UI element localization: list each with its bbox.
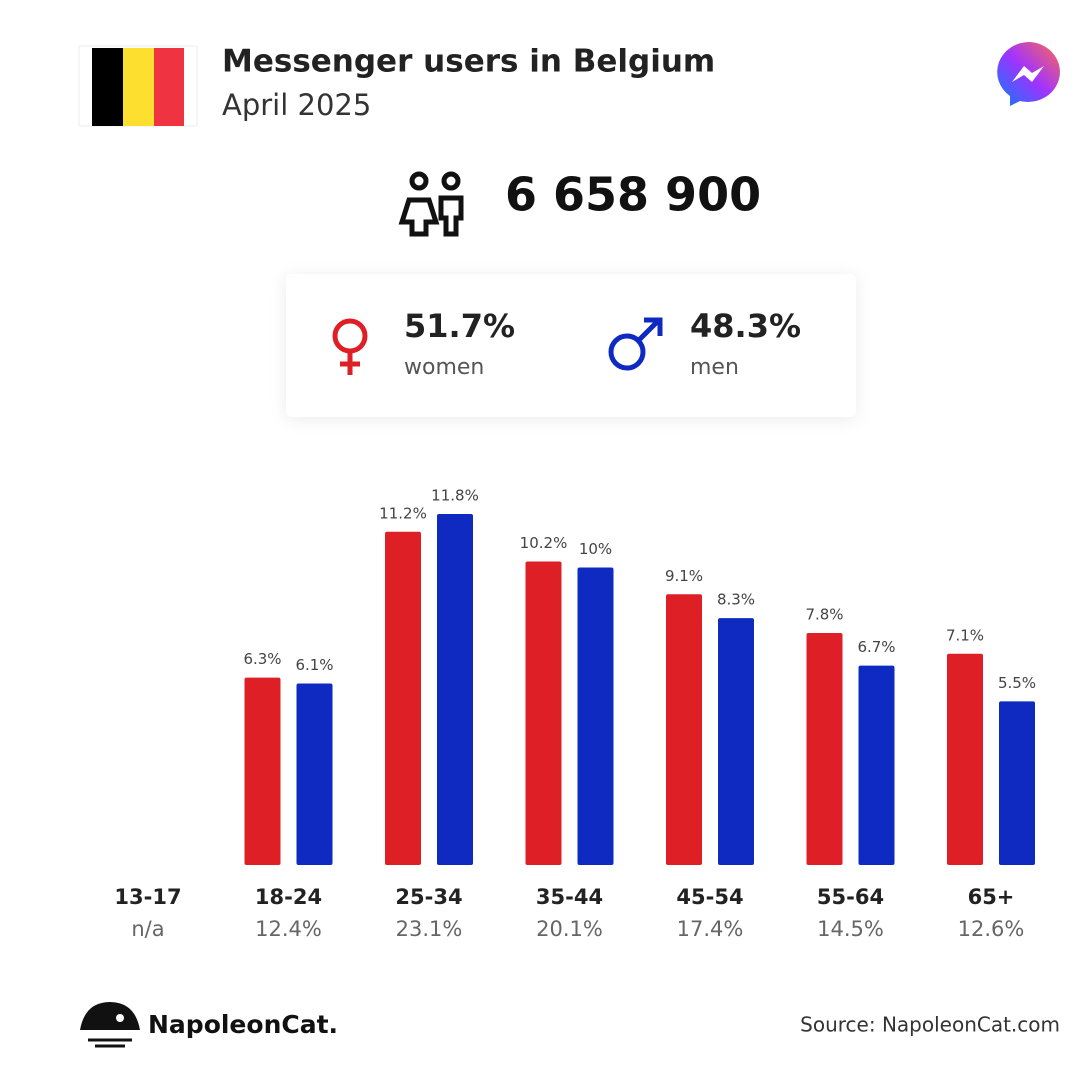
women-label: women	[404, 355, 484, 380]
title: Messenger users in Belgium	[222, 44, 715, 80]
category-total: 20.1%	[536, 917, 603, 941]
brand-logo	[80, 1002, 140, 1048]
messenger-logo	[997, 41, 1060, 106]
category-label: 25-34	[395, 885, 462, 909]
value-label: 6.7%	[857, 638, 895, 656]
value-label: 5.5%	[998, 674, 1036, 692]
category-label: 18-24	[255, 885, 322, 909]
source: Source: NapoleonCat.com	[800, 1013, 1060, 1037]
value-label: 7.8%	[805, 605, 843, 623]
gender-card	[286, 274, 856, 417]
flag	[78, 45, 198, 127]
male-icon	[608, 317, 663, 371]
category-total: 23.1%	[396, 917, 463, 941]
bar	[666, 594, 702, 865]
bar	[947, 653, 983, 865]
subtitle: April 2025	[222, 88, 371, 122]
female-icon	[332, 318, 368, 375]
category-total: n/a	[131, 917, 164, 941]
value-label: 11.8%	[431, 486, 479, 504]
bar	[806, 632, 843, 865]
men-share: 48.3%	[690, 307, 801, 345]
men-label: men	[690, 355, 739, 380]
brand: NapoleonCat.	[148, 1010, 338, 1039]
bar	[718, 618, 754, 865]
bar	[437, 513, 473, 865]
category-total: 12.6%	[958, 917, 1025, 941]
category-total: 17.4%	[677, 917, 744, 941]
category-label: 35-44	[536, 885, 603, 909]
bar	[244, 677, 281, 865]
category-label: 13-17	[114, 885, 181, 909]
value-label: 10%	[579, 540, 612, 558]
value-label: 10.2%	[520, 534, 568, 552]
bar	[999, 701, 1035, 865]
value-label: 6.1%	[295, 656, 333, 674]
total-users: 6 658 900	[505, 168, 761, 222]
category-label: 55-64	[817, 885, 884, 909]
bar	[385, 531, 421, 865]
bar	[577, 567, 614, 865]
value-label: 7.1%	[946, 626, 984, 644]
category-label: 45-54	[676, 885, 743, 909]
category-total: 12.4%	[255, 917, 322, 941]
bar	[525, 561, 562, 865]
value-label: 11.2%	[379, 504, 427, 522]
bar	[296, 683, 333, 865]
category-total: 14.5%	[817, 917, 884, 941]
women-share: 51.7%	[404, 307, 515, 345]
bar	[858, 665, 895, 865]
value-label: 8.3%	[717, 591, 755, 609]
people-icon	[398, 171, 464, 237]
value-label: 6.3%	[243, 650, 281, 668]
category-label: 65+	[968, 885, 1015, 909]
value-label: 9.1%	[665, 567, 703, 585]
